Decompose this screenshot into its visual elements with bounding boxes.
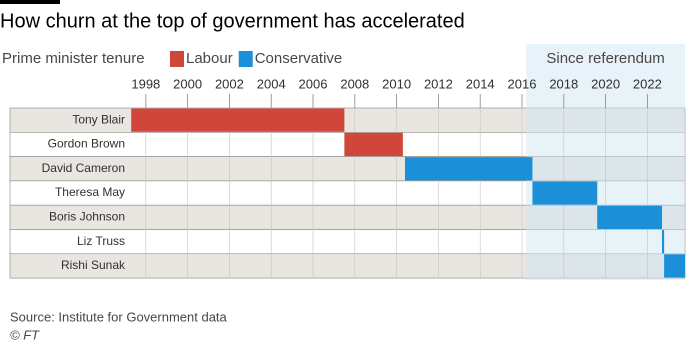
x-tick-label: 2008 [340, 76, 369, 91]
tenure-bar [532, 181, 598, 205]
brand-bar [0, 0, 60, 4]
category-label: Theresa May [55, 185, 125, 199]
category-label: Gordon Brown [48, 137, 125, 151]
x-tick-label: 2004 [257, 76, 286, 91]
x-tick-label: 1998 [131, 76, 160, 91]
x-tick-label: 2022 [633, 76, 662, 91]
x-tick-label: 2002 [215, 76, 244, 91]
category-label: Rishi Sunak [61, 258, 126, 272]
legend-swatch [170, 51, 184, 67]
category-label: Liz Truss [77, 234, 125, 248]
tenure-bar [131, 108, 345, 132]
legend-swatch [238, 51, 253, 67]
x-tick-label: 2012 [424, 76, 453, 91]
category-label: Boris Johnson [49, 210, 125, 224]
x-tick-label: 2020 [591, 76, 620, 91]
credit: © FT [10, 327, 40, 342]
legend-title: Prime minister tenure [2, 50, 145, 67]
tenure-bar [664, 254, 685, 278]
highlight-label: Since referendum [546, 50, 664, 67]
x-tick-label: 2000 [173, 76, 202, 91]
tenure-bar [597, 205, 663, 229]
source: Source: Institute for Government data [10, 309, 228, 324]
x-tick-label: 2010 [382, 76, 411, 91]
category-label: David Cameron [42, 161, 125, 175]
x-tick-label: 2006 [299, 76, 328, 91]
legend-label: Labour [186, 50, 233, 67]
tenure-bar [404, 157, 533, 181]
x-tick-label: 2018 [549, 76, 578, 91]
category-label: Tony Blair [72, 112, 125, 126]
chart-title: How churn at the top of government has a… [0, 10, 465, 32]
x-tick-label: 2016 [508, 76, 537, 91]
x-tick-label: 2014 [466, 76, 495, 91]
tenure-bar [344, 132, 403, 157]
legend-label: Conservative [255, 50, 343, 67]
background-layer [9, 44, 686, 281]
tenure-bar [662, 230, 665, 254]
